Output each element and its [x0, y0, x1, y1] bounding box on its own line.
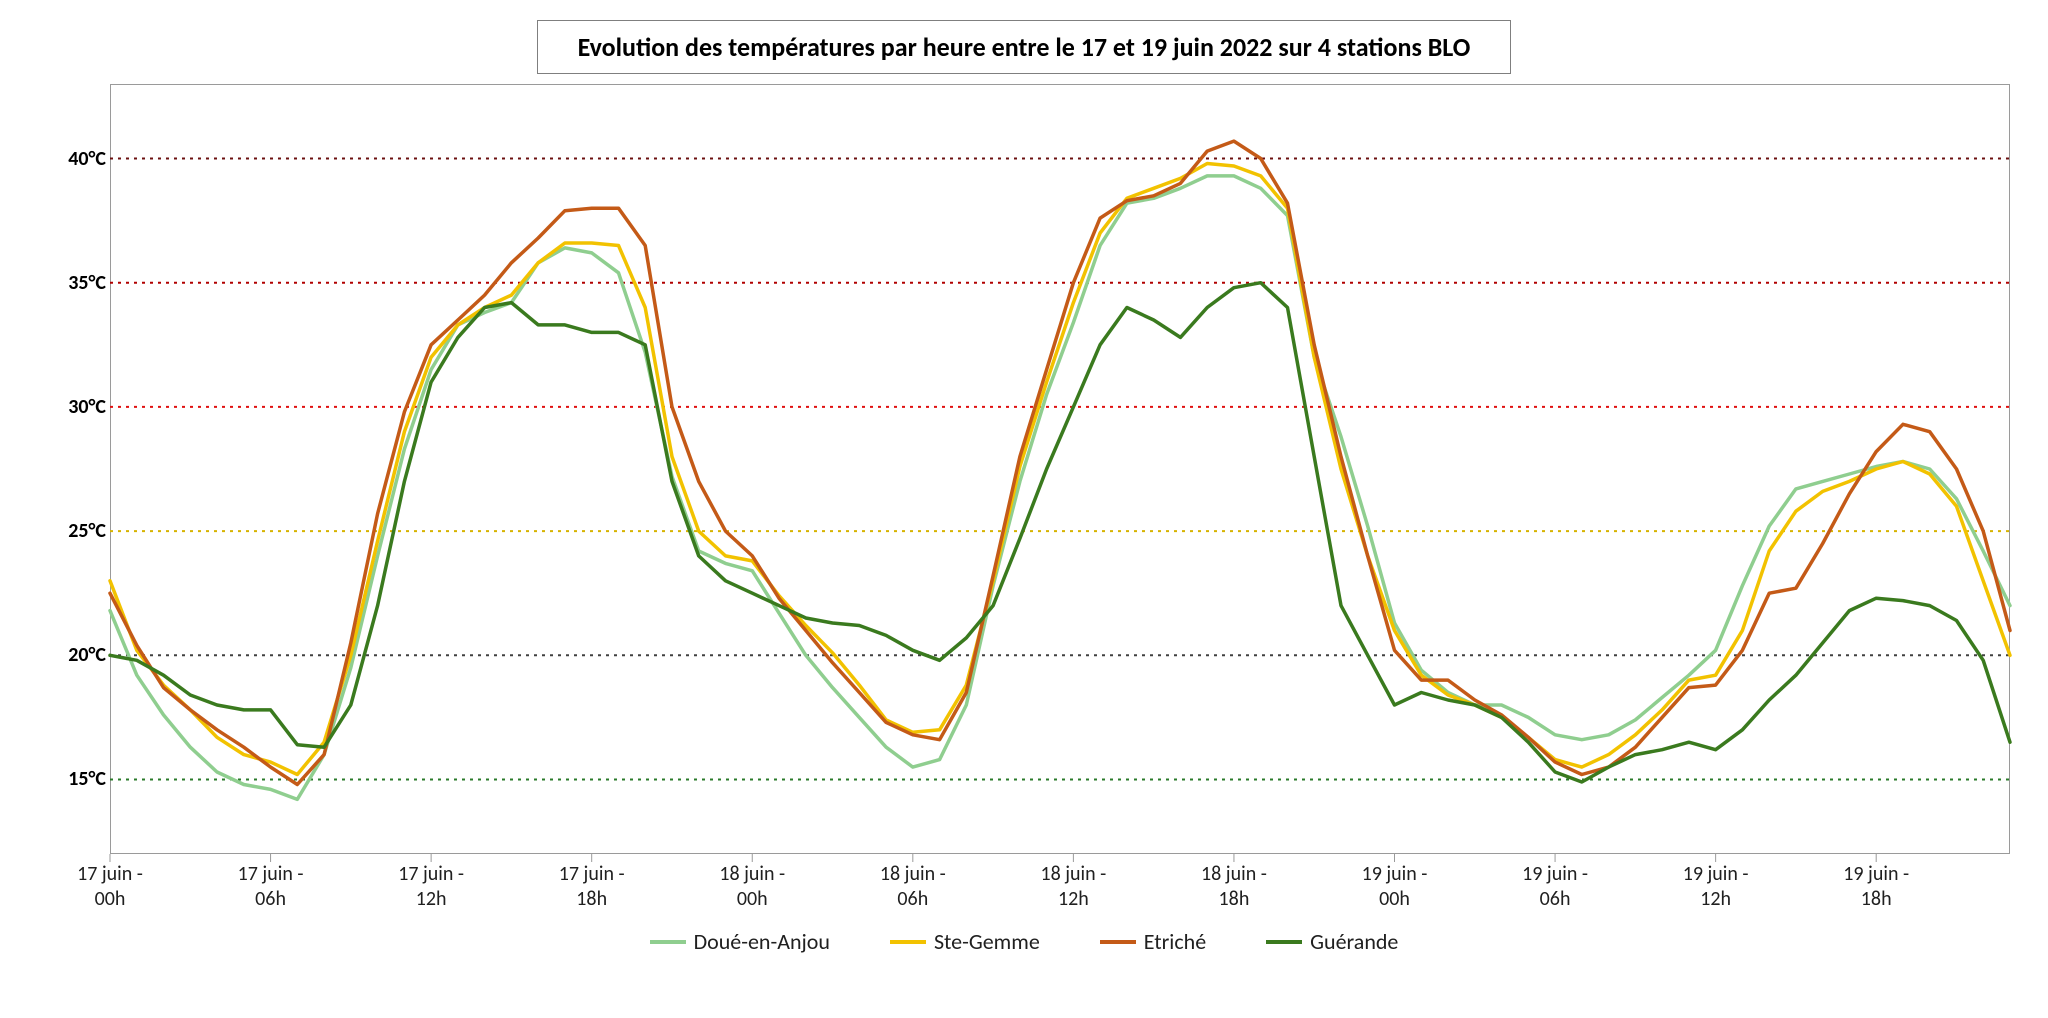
legend-label: Guérande [1310, 928, 1398, 955]
x-tick-label-line2: 18h [559, 887, 625, 912]
legend-label: Ste-Gemme [934, 928, 1040, 955]
legend-item: Etriché [1100, 928, 1206, 955]
x-tick-label: 18 juin -12h [1040, 862, 1106, 912]
x-tick-label-line2: 00h [719, 887, 785, 912]
x-tick-label-line1: 17 juin - [559, 862, 625, 887]
chart-title: Evolution des températures par heure ent… [537, 20, 1512, 74]
x-tick-label-line2: 06h [1522, 887, 1588, 912]
x-tick-label: 18 juin -18h [1201, 862, 1267, 912]
x-tick-label: 17 juin -06h [238, 862, 304, 912]
plot-area: 15°C20°C25°C30°C35°C40°C 17 juin -00h17 … [110, 84, 2010, 924]
x-tick-label: 17 juin -00h [77, 862, 143, 912]
x-tick-label-line1: 17 juin - [398, 862, 464, 887]
legend-swatch [1266, 940, 1302, 944]
x-tick-label-line2: 12h [1040, 887, 1106, 912]
y-tick-label: 35°C [68, 271, 110, 295]
legend: Doué-en-Anjou Ste-Gemme Etriché Guérande [30, 928, 2018, 955]
x-tick-label-line1: 19 juin - [1843, 862, 1909, 887]
x-tick-label: 18 juin -00h [719, 862, 785, 912]
x-tick-label-line2: 12h [1683, 887, 1749, 912]
y-tick-label: 20°C [68, 643, 110, 667]
x-tick-label-line1: 17 juin - [77, 862, 143, 887]
x-tick-label-line2: 18h [1843, 887, 1909, 912]
x-tick-label-line2: 18h [1201, 887, 1267, 912]
x-tick-label: 19 juin -06h [1522, 862, 1588, 912]
x-tick-label-line2: 06h [880, 887, 946, 912]
legend-item: Ste-Gemme [890, 928, 1040, 955]
x-tick-label-line2: 00h [1362, 887, 1428, 912]
y-tick-label: 25°C [68, 519, 110, 543]
x-tick-label-line1: 19 juin - [1362, 862, 1428, 887]
x-tick-label-line2: 00h [77, 887, 143, 912]
x-tick-label-line1: 18 juin - [719, 862, 785, 887]
x-tick-label-line2: 12h [398, 887, 464, 912]
x-tick-label-line1: 18 juin - [1040, 862, 1106, 887]
series-line [110, 164, 2010, 775]
legend-item: Guérande [1266, 928, 1398, 955]
x-tick-label-line1: 17 juin - [238, 862, 304, 887]
series-line [110, 176, 2010, 800]
x-tick-label: 19 juin -00h [1362, 862, 1428, 912]
legend-label: Doué-en-Anjou [694, 928, 830, 955]
y-tick-label: 15°C [68, 767, 110, 791]
plot-svg [110, 84, 2010, 854]
x-tick-label-line1: 18 juin - [880, 862, 946, 887]
x-tick-label: 19 juin -18h [1843, 862, 1909, 912]
x-tick-label: 17 juin -12h [398, 862, 464, 912]
legend-swatch [650, 940, 686, 944]
x-tick-label-line1: 18 juin - [1201, 862, 1267, 887]
legend-item: Doué-en-Anjou [650, 928, 830, 955]
y-tick-label: 30°C [68, 395, 110, 419]
chart-wrapper: Evolution des températures par heure ent… [0, 0, 2048, 1018]
x-tick-label-line1: 19 juin - [1683, 862, 1749, 887]
x-tick-label: 19 juin -12h [1683, 862, 1749, 912]
legend-label: Etriché [1144, 928, 1206, 955]
x-tick-label: 17 juin -18h [559, 862, 625, 912]
legend-swatch [890, 940, 926, 944]
y-tick-label: 40°C [68, 147, 110, 171]
x-tick-label-line2: 06h [238, 887, 304, 912]
x-tick-label-line1: 19 juin - [1522, 862, 1588, 887]
x-tick-label: 18 juin -06h [880, 862, 946, 912]
legend-swatch [1100, 940, 1136, 944]
